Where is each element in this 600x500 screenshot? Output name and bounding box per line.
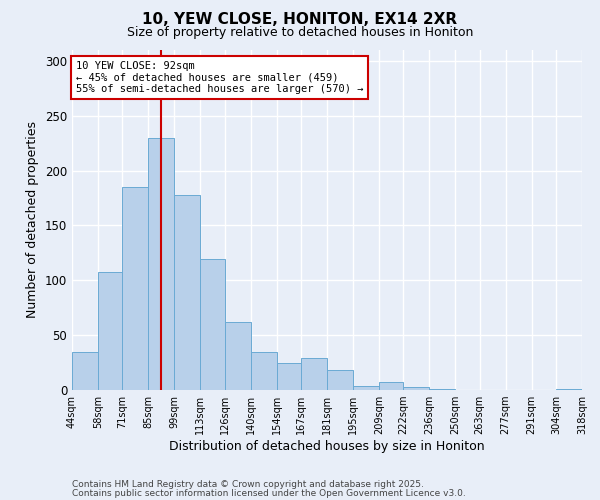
- Bar: [277, 362, 301, 390]
- Bar: [403, 386, 430, 390]
- Bar: [327, 370, 353, 390]
- Text: 10, YEW CLOSE, HONITON, EX14 2XR: 10, YEW CLOSE, HONITON, EX14 2XR: [142, 12, 458, 28]
- Bar: [430, 389, 455, 390]
- Bar: [148, 138, 175, 390]
- Bar: [72, 352, 98, 390]
- Bar: [122, 187, 148, 390]
- Bar: [301, 358, 327, 390]
- Bar: [353, 386, 379, 390]
- Bar: [379, 382, 403, 390]
- Bar: [175, 195, 200, 390]
- Text: Contains HM Land Registry data © Crown copyright and database right 2025.: Contains HM Land Registry data © Crown c…: [72, 480, 424, 489]
- Bar: [224, 322, 251, 390]
- Bar: [98, 272, 122, 390]
- Bar: [556, 389, 582, 390]
- Text: 10 YEW CLOSE: 92sqm
← 45% of detached houses are smaller (459)
55% of semi-detac: 10 YEW CLOSE: 92sqm ← 45% of detached ho…: [76, 61, 363, 94]
- Bar: [200, 260, 224, 390]
- Text: Contains public sector information licensed under the Open Government Licence v3: Contains public sector information licen…: [72, 488, 466, 498]
- Bar: [251, 352, 277, 390]
- X-axis label: Distribution of detached houses by size in Honiton: Distribution of detached houses by size …: [169, 440, 485, 453]
- Text: Size of property relative to detached houses in Honiton: Size of property relative to detached ho…: [127, 26, 473, 39]
- Y-axis label: Number of detached properties: Number of detached properties: [26, 122, 40, 318]
